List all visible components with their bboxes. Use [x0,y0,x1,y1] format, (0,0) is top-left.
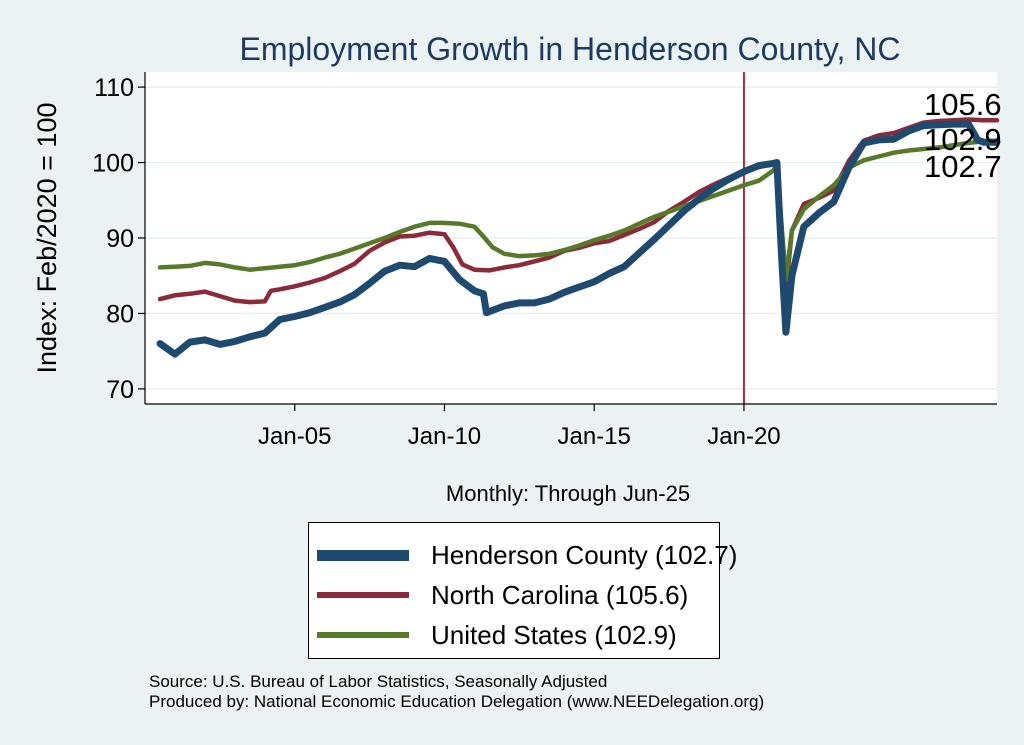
y-tick-label-80: 80 [106,300,134,328]
legend-label-henderson: Henderson County (102.7) [431,539,738,570]
x-tick-label-jan-05: Jan-05 [258,423,331,450]
x-tick-label-jan-20: Jan-20 [707,423,780,450]
series-group [156,117,1001,358]
legend-swatch-henderson [317,549,409,561]
legend-item-north-carolina: North Carolina (105.6) [317,576,688,614]
legend-label-united-states: United States (102.9) [431,619,677,650]
legend-swatch-united-states [317,632,409,638]
series-line-henderson-county [156,120,1001,358]
source-note: Source: U.S. Bureau of Labor Statistics,… [149,672,608,691]
y-tick-label-100: 100 [92,150,134,178]
y-tick-group: 70 80 90 100 110 [92,74,145,404]
y-tick-label-70: 70 [106,376,134,404]
chart-title: Employment Growth in Henderson County, N… [239,31,900,67]
legend: Henderson County (102.7) North Carolina … [308,522,737,659]
legend-item-henderson: Henderson County (102.7) [317,536,737,574]
x-tick-group: Jan-05 Jan-10 Jan-15 Jan-20 [258,404,781,450]
x-axis-label: Monthly: Through Jun-25 [446,481,690,506]
y-axis-label: Index: Feb/2020 = 100 [32,103,62,374]
legend-item-united-states: United States (102.9) [317,616,677,654]
footer: Source: U.S. Bureau of Labor Statistics,… [149,672,764,712]
legend-label-north-carolina: North Carolina (105.6) [431,579,689,610]
legend-swatch-north-carolina [317,592,409,598]
produced-by-note: Produced by: National Economic Education… [149,692,765,711]
x-tick-label-jan-10: Jan-10 [408,423,481,450]
x-tick-label-jan-15: Jan-15 [558,423,631,450]
y-tick-label-110: 110 [94,74,134,102]
end-label-united-states: 102.9 [924,122,1002,157]
end-label-north-carolina: 105.6 [924,87,1002,122]
y-tick-label-90: 90 [106,225,134,253]
end-label-henderson-county: 102.7 [924,149,1002,184]
